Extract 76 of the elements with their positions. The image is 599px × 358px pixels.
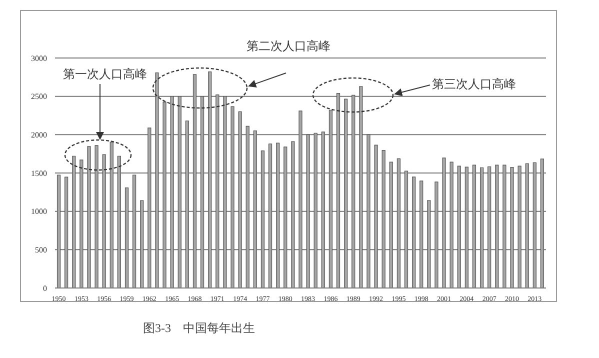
bar <box>321 132 325 288</box>
bar <box>442 158 446 288</box>
bar <box>162 102 166 288</box>
bar <box>480 167 484 288</box>
bar <box>389 162 393 288</box>
bar <box>200 96 204 288</box>
bar <box>117 156 121 288</box>
bar <box>336 92 340 288</box>
bar <box>178 96 182 288</box>
bar <box>170 96 174 288</box>
bar <box>291 141 295 288</box>
bar <box>87 146 91 288</box>
bar <box>124 187 129 288</box>
bar <box>223 96 227 288</box>
y-tick-label: 1000 <box>31 207 47 216</box>
y-tick-label: 500 <box>35 246 47 255</box>
annotation: 第三次人口高峰 <box>432 76 516 93</box>
bar <box>238 111 242 288</box>
bar <box>185 120 189 288</box>
bar <box>366 134 370 288</box>
bar <box>216 94 220 288</box>
bar <box>306 134 310 288</box>
bar <box>56 174 61 288</box>
bar <box>132 174 136 288</box>
bar <box>140 200 144 288</box>
y-tick-label: 1500 <box>31 168 47 178</box>
bar <box>532 162 536 288</box>
bar <box>420 180 424 288</box>
bar <box>268 144 272 288</box>
bar <box>374 144 378 288</box>
bar <box>328 110 333 288</box>
bar <box>253 130 257 288</box>
bar <box>148 128 152 288</box>
bar <box>64 176 68 288</box>
bar <box>284 146 288 288</box>
bar <box>80 160 84 288</box>
bar <box>208 72 212 288</box>
caption: 图3-3 中国每年出生 <box>143 320 255 337</box>
bar <box>404 170 408 288</box>
bar <box>298 110 302 288</box>
bar <box>359 86 363 288</box>
bar <box>427 200 431 288</box>
bar <box>518 166 522 288</box>
bar <box>396 158 400 288</box>
bar <box>464 166 468 288</box>
y-tick-label: 2500 <box>31 92 47 102</box>
bar <box>488 166 492 288</box>
bar <box>412 176 416 288</box>
bar <box>450 162 454 288</box>
bar <box>110 142 114 288</box>
bar <box>510 167 514 288</box>
annotation: 第一次人口高峰 <box>63 66 147 83</box>
bar <box>260 150 265 288</box>
bar <box>276 142 280 288</box>
bar <box>314 132 318 288</box>
bar <box>352 94 356 288</box>
bar <box>502 164 506 288</box>
bar <box>472 164 476 288</box>
y-tick-label: 0 <box>43 284 47 293</box>
bar <box>192 74 197 288</box>
y-tick-label: 2000 <box>31 130 47 140</box>
bar <box>344 98 348 288</box>
bar <box>94 145 98 288</box>
bar <box>525 163 529 288</box>
y-tick-label: 3000 <box>31 54 47 63</box>
bar <box>246 126 250 288</box>
bar <box>495 164 499 288</box>
bar <box>457 166 461 288</box>
bar <box>230 106 234 288</box>
bar <box>102 154 106 288</box>
bar <box>434 182 438 288</box>
bar <box>155 72 159 288</box>
bar <box>540 158 544 288</box>
bar <box>72 156 76 288</box>
chart-title: 第二次人口高峰 <box>246 38 332 55</box>
bar <box>382 150 386 288</box>
